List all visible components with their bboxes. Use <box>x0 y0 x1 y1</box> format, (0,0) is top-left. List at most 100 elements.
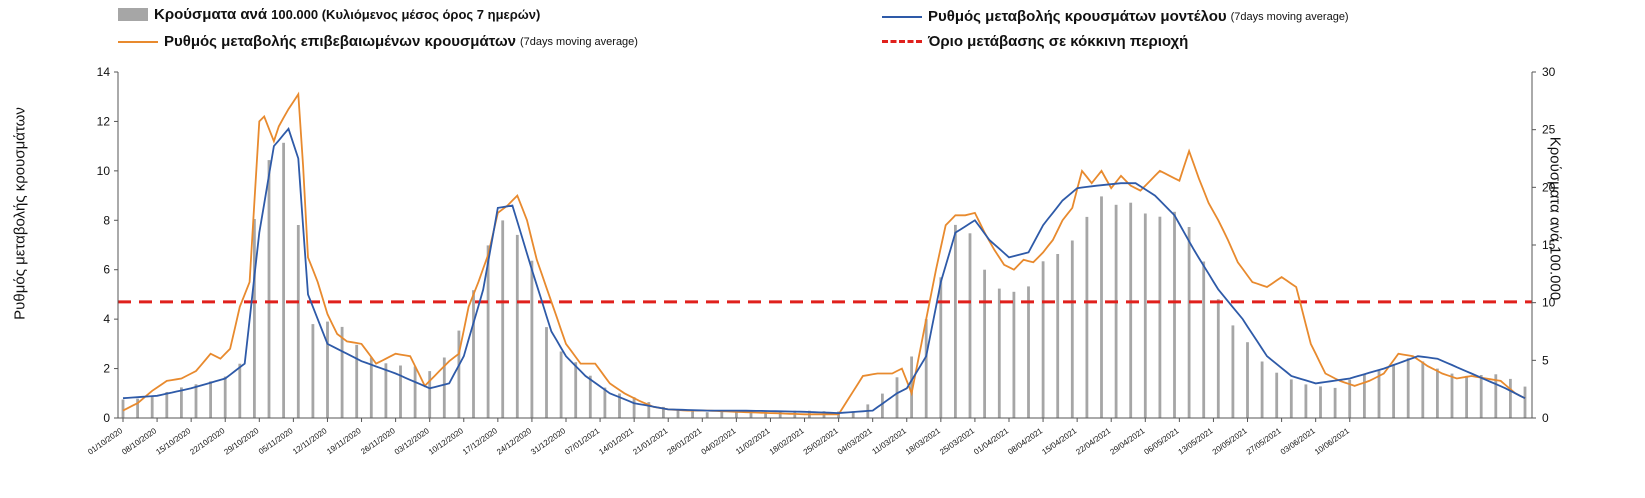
bar <box>1027 286 1030 418</box>
bar <box>311 324 315 418</box>
x-tick-label: 11/03/2021 <box>870 426 908 456</box>
legend-item-confirmed: Ρυθμός μεταβολής επιβεβαιωμένων κρουσμάτ… <box>118 33 638 50</box>
bar <box>1509 378 1512 418</box>
bar <box>165 392 169 418</box>
bar <box>1465 375 1468 418</box>
legend-sublabel-cases: 100.000 (Κυλιόμενος μέσος όρος 7 ημερών) <box>271 7 541 22</box>
y-tick-label: 10 <box>97 164 111 178</box>
legend-swatch-bars <box>118 8 148 21</box>
bar <box>209 381 212 418</box>
x-tick-label: 01/10/2020 <box>86 426 124 457</box>
bar <box>968 233 972 418</box>
bar <box>194 384 198 418</box>
x-tick-label: 25/02/2021 <box>802 426 840 457</box>
line-series-model <box>122 126 1526 415</box>
bar <box>1056 254 1060 418</box>
bar <box>340 326 344 418</box>
x-tick-label: 12/11/2020 <box>291 426 329 456</box>
bar <box>1187 227 1191 418</box>
bar <box>1070 240 1074 418</box>
x-tick-label: 03/12/2020 <box>393 426 431 457</box>
x-tick-label: 06/05/2021 <box>1143 426 1181 457</box>
bar <box>1012 291 1016 418</box>
bar <box>691 410 694 418</box>
bar <box>574 362 578 418</box>
y-tick-label: 8 <box>103 213 110 227</box>
bar <box>238 363 242 418</box>
bar <box>1319 386 1322 418</box>
bar <box>1479 375 1483 418</box>
x-tick-label: 08/04/2021 <box>1006 426 1044 457</box>
y2-tick-label: 20 <box>1542 180 1556 194</box>
y2-tick-label: 25 <box>1542 123 1556 137</box>
x-tick-label: 10/12/2020 <box>427 426 465 457</box>
bar <box>472 290 475 418</box>
bar <box>1494 374 1498 418</box>
bar <box>1216 299 1220 418</box>
legend-label-model: Ρυθμός μεταβολής κρουσμάτων μοντέλου <box>928 8 1227 25</box>
x-tick-label: 28/01/2021 <box>665 426 703 457</box>
x-tick-label: 07/01/2021 <box>563 426 601 457</box>
bar <box>720 411 724 418</box>
legend-swatch-confirmed <box>118 40 158 43</box>
bar <box>1246 342 1249 418</box>
legend-sublabel-model: (7days moving average) <box>1230 10 1349 23</box>
bar <box>1158 216 1162 418</box>
x-tick-label: 10/06/2021 <box>1313 426 1351 457</box>
bar <box>618 393 621 418</box>
y2-tick-label: 0 <box>1542 411 1549 425</box>
bar <box>588 375 592 418</box>
y2-tick-label: 5 <box>1542 353 1549 367</box>
bar <box>399 365 402 418</box>
bar <box>1523 386 1527 418</box>
bar <box>457 330 461 418</box>
bar <box>983 269 986 418</box>
x-tick-label: 24/12/2020 <box>495 426 533 457</box>
bar <box>413 366 417 418</box>
bar <box>1421 361 1425 418</box>
y2-tick-label: 15 <box>1542 238 1556 252</box>
bar <box>501 220 505 418</box>
y-tick-label: 4 <box>103 312 110 326</box>
bar <box>1041 261 1045 418</box>
x-tick-label: 15/10/2020 <box>154 426 192 457</box>
x-tick-label: 22/10/2020 <box>188 426 226 457</box>
bar <box>851 411 855 418</box>
x-tick-label: 08/10/2020 <box>120 426 158 457</box>
bar <box>180 387 183 418</box>
bar <box>1231 325 1235 418</box>
bar <box>253 219 256 418</box>
bar <box>954 224 957 418</box>
bar <box>881 393 884 418</box>
bar <box>442 357 446 418</box>
bar <box>1333 387 1337 418</box>
bar <box>705 412 709 418</box>
bar <box>515 234 519 418</box>
bar <box>1304 384 1308 418</box>
bar <box>486 245 490 418</box>
y-tick-label: 14 <box>97 65 111 79</box>
bar <box>267 160 271 418</box>
y-tick-label: 0 <box>103 411 110 425</box>
bar <box>662 406 665 418</box>
bar <box>1436 368 1439 418</box>
y-tick-label: 12 <box>97 114 111 128</box>
bar <box>1100 196 1103 418</box>
bar <box>1406 358 1410 418</box>
bar <box>136 398 139 418</box>
bar <box>1114 204 1118 418</box>
bar <box>1129 202 1133 418</box>
legend-item-threshold: Όριο μετάβασης σε κόκκινη περιοχή <box>882 33 1188 50</box>
bar <box>1202 261 1206 418</box>
x-tick-label: 26/11/2020 <box>359 426 397 456</box>
y-tick-label: 6 <box>103 263 110 277</box>
bar <box>282 142 285 419</box>
bar <box>749 411 753 418</box>
bar <box>296 225 300 418</box>
x-tick-label: 31/12/2020 <box>529 426 567 457</box>
x-tick-label: 19/11/2020 <box>325 426 363 456</box>
x-tick-label: 27/05/2021 <box>1245 426 1283 457</box>
bar <box>1450 373 1454 418</box>
bar <box>676 409 680 418</box>
x-tick-label: 04/02/2021 <box>700 426 738 457</box>
